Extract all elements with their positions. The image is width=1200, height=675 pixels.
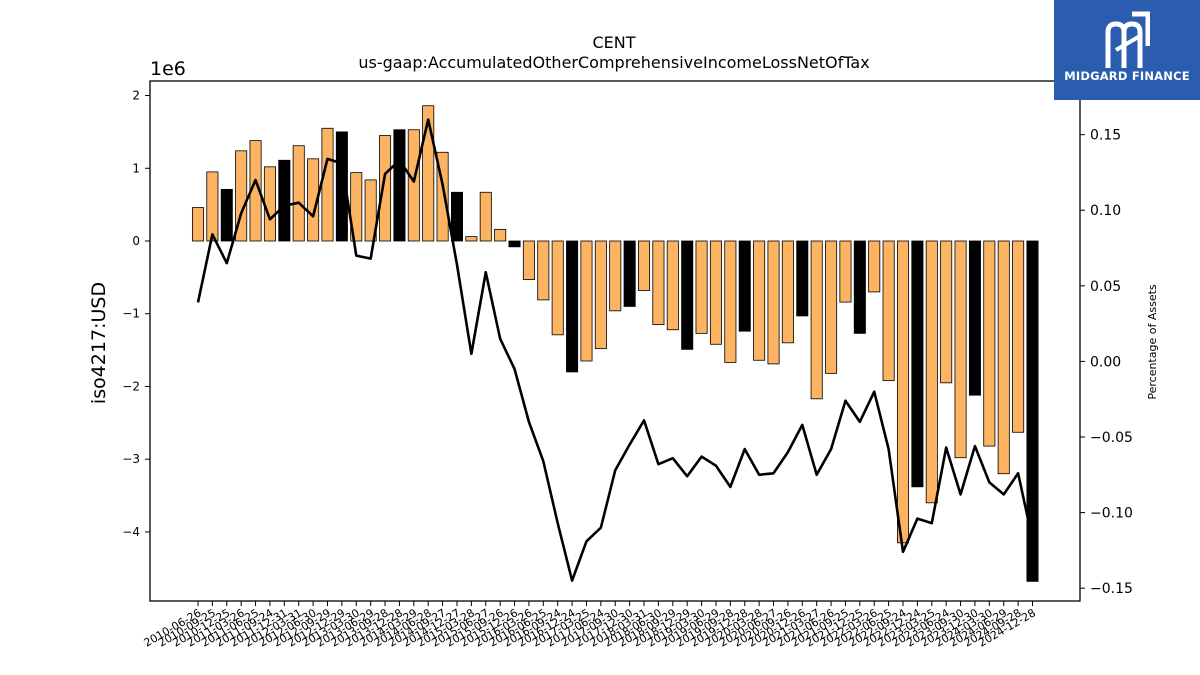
bar-annual bbox=[220, 188, 233, 242]
bar-quarterly bbox=[321, 127, 334, 242]
y-tick-label: −3 bbox=[122, 452, 140, 466]
bar-annual bbox=[566, 240, 579, 373]
y2-tick-label: −0.05 bbox=[1090, 430, 1133, 446]
bar-annual bbox=[450, 191, 463, 242]
bar-quarterly bbox=[753, 240, 766, 361]
bar-quarterly bbox=[810, 240, 823, 400]
y2-tick-label: −0.10 bbox=[1090, 506, 1133, 522]
bar-annual bbox=[623, 240, 636, 307]
y-offset-label: 1e6 bbox=[150, 58, 186, 80]
bar-quarterly bbox=[537, 240, 550, 301]
line-series bbox=[196, 118, 1034, 582]
bar-quarterly bbox=[422, 105, 435, 242]
bar-quarterly bbox=[709, 240, 722, 345]
y-tick-label: 2 bbox=[132, 89, 140, 103]
percentage-of-assets-line bbox=[196, 118, 1034, 582]
bar-quarterly bbox=[350, 172, 363, 242]
bar-quarterly bbox=[839, 240, 852, 303]
bar-annual bbox=[508, 240, 521, 248]
bar-quarterly bbox=[609, 240, 622, 312]
bar-quarterly bbox=[307, 158, 320, 242]
bar-annual bbox=[335, 131, 348, 242]
bar-quarterly bbox=[940, 240, 953, 384]
bar-quarterly bbox=[695, 240, 708, 334]
bar-quarterly bbox=[594, 240, 607, 350]
bar-series bbox=[191, 105, 1039, 582]
bar-quarterly bbox=[868, 240, 881, 293]
brand-logo: MIDGARD FINANCE bbox=[1054, 0, 1200, 100]
bar-quarterly bbox=[997, 240, 1010, 475]
bar-quarterly bbox=[925, 240, 938, 504]
bar-quarterly bbox=[983, 240, 996, 447]
axes: 2 1 0 −1 −2 −3 −4 0.15 0.10 0.05 0.00 −0.05 −0.10 −0.… bbox=[122, 80, 1133, 650]
y2-tick-label: 0.00 bbox=[1090, 354, 1121, 370]
brand-name: MIDGARD FINANCE bbox=[1064, 69, 1190, 83]
bar-quarterly bbox=[1012, 240, 1025, 433]
bar-annual bbox=[968, 240, 981, 396]
bar-quarterly bbox=[364, 179, 377, 242]
bar-annual bbox=[393, 129, 406, 242]
bar-annual bbox=[681, 240, 694, 350]
bar-quarterly bbox=[263, 166, 276, 242]
bar-quarterly bbox=[465, 236, 478, 242]
bar-quarterly bbox=[825, 240, 838, 374]
bar-quarterly bbox=[292, 145, 305, 242]
y-tick-label: −2 bbox=[122, 379, 140, 393]
bar-quarterly bbox=[191, 207, 205, 242]
y-tick-label: 1 bbox=[132, 161, 140, 175]
bar-quarterly bbox=[235, 150, 248, 242]
bar-quarterly bbox=[494, 228, 507, 242]
bar-quarterly bbox=[724, 240, 737, 363]
bar-annual bbox=[1026, 240, 1039, 582]
bar-annual bbox=[278, 159, 291, 242]
bar-quarterly bbox=[206, 171, 219, 242]
bar-quarterly bbox=[551, 240, 564, 336]
bar-quarterly bbox=[580, 240, 593, 362]
bar-annual bbox=[853, 240, 866, 334]
y2-tick-label: 0.05 bbox=[1090, 279, 1121, 295]
bar-quarterly bbox=[897, 240, 910, 544]
bar-quarterly bbox=[379, 135, 392, 242]
bar-quarterly bbox=[407, 129, 420, 242]
y-tick-label: 0 bbox=[132, 234, 140, 248]
bar-quarterly bbox=[882, 240, 895, 382]
bar-annual bbox=[738, 240, 751, 332]
bar-quarterly bbox=[479, 191, 492, 242]
chart-title: CENT bbox=[592, 33, 635, 52]
bar-quarterly bbox=[436, 151, 449, 242]
y2-tick-label: 0.15 bbox=[1090, 128, 1121, 144]
bar-quarterly bbox=[781, 240, 794, 344]
bar-quarterly bbox=[666, 240, 679, 331]
y-tick-label: −1 bbox=[122, 307, 140, 321]
bar-annual bbox=[796, 240, 809, 317]
midgard-logo-icon bbox=[1105, 11, 1150, 68]
y-tick-label: −4 bbox=[122, 525, 140, 539]
y2-tick-label: 0.10 bbox=[1090, 203, 1121, 219]
bar-quarterly bbox=[652, 240, 665, 326]
bar-quarterly bbox=[954, 240, 967, 459]
y2-tick-label: −0.15 bbox=[1090, 581, 1133, 597]
bar-annual bbox=[911, 240, 924, 488]
y2-axis-label: Percentage of Assets bbox=[1146, 284, 1159, 400]
chart-subtitle: us-gaap:AccumulatedOtherComprehensiveInc… bbox=[358, 53, 869, 72]
bar-quarterly bbox=[522, 240, 535, 280]
bar-quarterly bbox=[638, 240, 651, 291]
bar-quarterly bbox=[767, 240, 780, 365]
y-axis-label: iso4217:USD bbox=[88, 282, 110, 404]
